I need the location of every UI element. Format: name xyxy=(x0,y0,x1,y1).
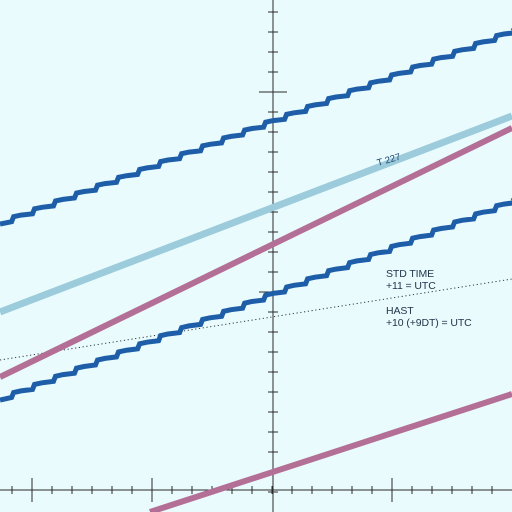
zone-upper-line1: STD TIME xyxy=(386,268,434,280)
zone-lower-line2: +10 (+9DT) = UTC xyxy=(386,317,472,329)
zone-lower-line1: HAST xyxy=(386,305,414,317)
zone-upper-line2: +11 = UTC xyxy=(386,280,436,292)
